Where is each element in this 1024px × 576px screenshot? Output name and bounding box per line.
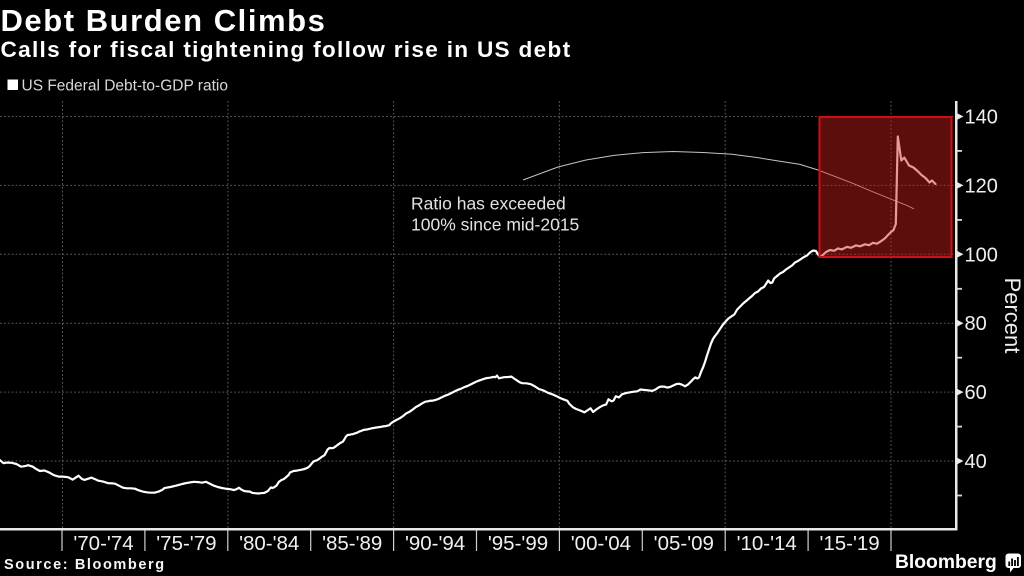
svg-text:'90-'94: '90-'94 [405,532,465,555]
svg-text:Ratio has exceeded: Ratio has exceeded [411,194,566,214]
svg-text:120: 120 [965,175,998,197]
svg-text:'15-'19: '15-'19 [819,532,879,555]
svg-text:'00-'04: '00-'04 [571,532,631,555]
svg-text:60: 60 [965,382,987,404]
svg-text:100% since mid-2015: 100% since mid-2015 [411,215,579,235]
svg-text:'80-'84: '80-'84 [239,532,299,555]
svg-text:'85-'89: '85-'89 [322,532,382,555]
svg-text:Source: Bloomberg: Source: Bloomberg [4,557,166,573]
svg-text:80: 80 [965,313,987,335]
svg-text:'75-'79: '75-'79 [156,532,216,555]
svg-text:'05-'09: '05-'09 [654,532,714,555]
svg-text:'10-'14: '10-'14 [737,532,797,555]
svg-text:140: 140 [965,107,998,129]
svg-text:Calls for fiscal tightening fo: Calls for fiscal tightening follow rise … [1,37,572,62]
svg-text:100: 100 [965,244,998,266]
svg-text:'70-'74: '70-'74 [73,532,133,555]
svg-text:Percent: Percent [1000,278,1024,354]
svg-text:'95-'99: '95-'99 [488,532,548,555]
svg-text:US Federal Debt-to-GDP ratio: US Federal Debt-to-GDP ratio [22,78,228,95]
svg-text:Debt Burden Climbs: Debt Burden Climbs [1,3,327,38]
svg-text:40: 40 [965,451,987,473]
svg-text:Bloomberg: Bloomberg [895,552,997,573]
